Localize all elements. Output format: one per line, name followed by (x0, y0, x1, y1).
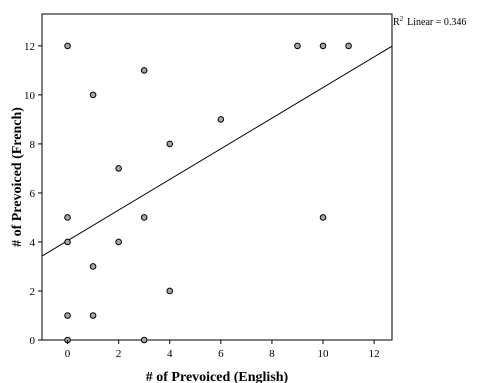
x-axis-ticks: 0 2 4 6 8 10 12 (65, 340, 380, 360)
x-tick-label: 2 (116, 348, 122, 360)
y-tick-label: 10 (24, 90, 36, 102)
y-tick-label: 2 (30, 286, 36, 298)
data-point (89, 312, 97, 319)
data-point (345, 42, 352, 50)
y-axis-title: # of Prevoiced (French) (10, 107, 25, 247)
data-point (140, 67, 148, 74)
data-point (115, 238, 122, 246)
data-point (140, 336, 148, 344)
data-point (319, 42, 327, 50)
data-point (115, 165, 122, 172)
y-tick-label: 12 (24, 41, 35, 53)
data-point (64, 214, 71, 221)
r2-annotation: R2 Linear = 0.346 (393, 15, 466, 28)
data-point (89, 263, 97, 270)
r2-prefix: R (393, 17, 400, 28)
x-tick-label: 0 (65, 348, 71, 360)
x-tick-label: 6 (218, 348, 224, 360)
data-point (64, 42, 71, 50)
x-tick-label: 4 (167, 348, 173, 360)
data-point (64, 238, 71, 246)
points-layer (64, 42, 352, 344)
fit-line-layer (41, 45, 393, 257)
data-point (166, 140, 174, 148)
x-axis-title: # of Prevoiced (English) (146, 370, 289, 383)
data-point (217, 116, 225, 123)
y-tick-label: 0 (30, 335, 36, 347)
fit-line (41, 45, 393, 257)
data-point (319, 214, 327, 221)
r2-text: Linear = 0.346 (407, 17, 466, 28)
y-tick-label: 6 (30, 188, 36, 200)
y-tick-label: 4 (30, 237, 36, 249)
data-point (166, 287, 174, 295)
data-point (140, 214, 148, 221)
y-axis-ticks: 0 2 4 6 8 10 12 (24, 41, 42, 347)
y-tick-label: 8 (30, 139, 36, 151)
data-point (64, 312, 71, 319)
x-tick-label: 10 (318, 348, 330, 360)
data-point (294, 42, 301, 50)
data-point (89, 91, 97, 99)
x-tick-label: 8 (269, 348, 275, 360)
r2-superscript: 2 (400, 15, 404, 23)
x-tick-label: 12 (369, 348, 380, 360)
plot-frame (41, 13, 393, 341)
